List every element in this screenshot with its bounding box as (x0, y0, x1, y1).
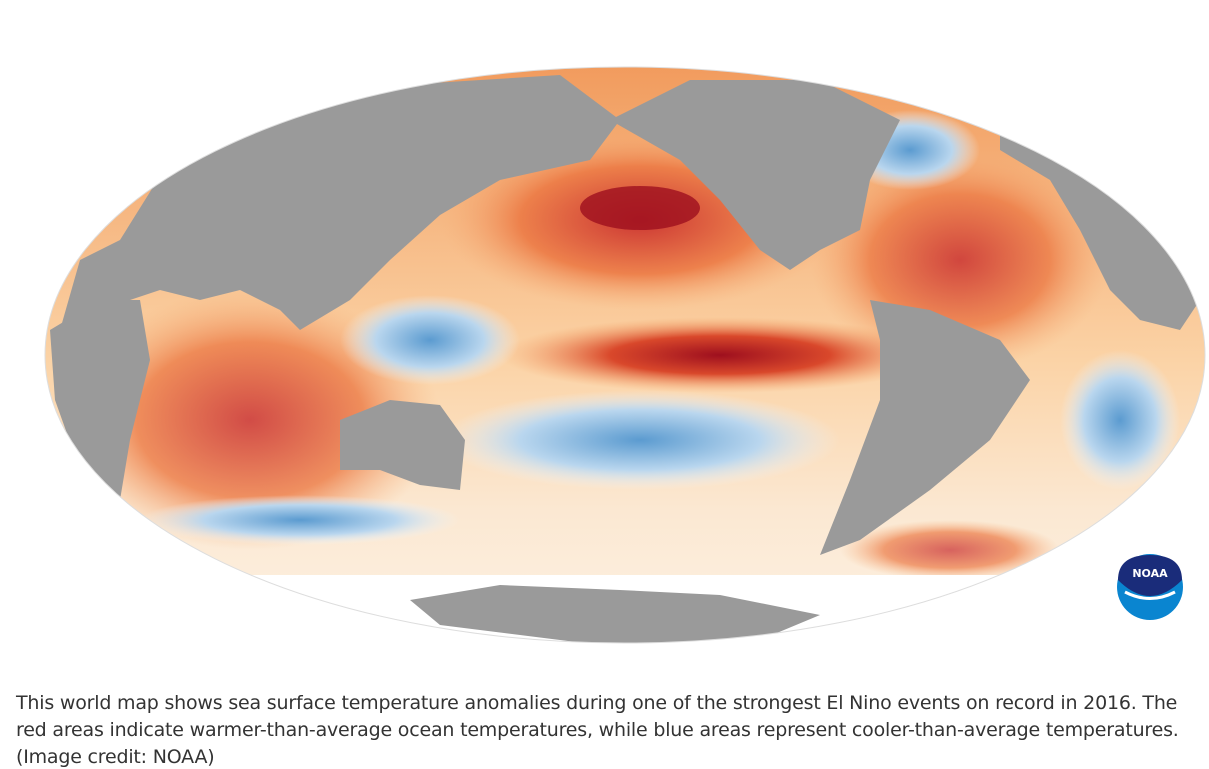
map-surface (45, 67, 1205, 643)
sst-anomaly-map: NOAA (44, 66, 1206, 644)
noaa-logo: NOAA (1117, 554, 1183, 620)
logo-text: NOAA (1132, 567, 1168, 580)
caption: This world map shows sea surface tempera… (16, 692, 1179, 768)
